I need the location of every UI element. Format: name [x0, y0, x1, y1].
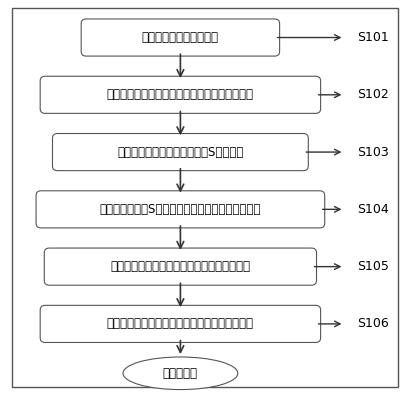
Text: 地图服务器生成相应地图数据发送给各显示终端: 地图服务器生成相应地图数据发送给各显示终端	[107, 318, 253, 330]
FancyBboxPatch shape	[36, 191, 324, 228]
Text: 完成初始化: 完成初始化	[162, 367, 198, 380]
Text: S102: S102	[356, 88, 387, 101]
Text: 拼接模块计算出地图拼接显示所需的地图参数: 拼接模块计算出地图拼接显示所需的地图参数	[110, 260, 250, 273]
Ellipse shape	[123, 357, 237, 389]
Text: S104: S104	[356, 203, 387, 216]
FancyBboxPatch shape	[52, 134, 308, 171]
FancyBboxPatch shape	[81, 19, 279, 56]
Text: S101: S101	[356, 31, 387, 44]
Text: 获取显示终端的相对位置，统一到虚拟坐标系中: 获取显示终端的相对位置，统一到虚拟坐标系中	[107, 88, 253, 101]
FancyBboxPatch shape	[40, 76, 320, 113]
FancyBboxPatch shape	[40, 305, 320, 342]
FancyBboxPatch shape	[44, 248, 316, 285]
Text: S106: S106	[356, 318, 387, 330]
Text: S105: S105	[356, 260, 388, 273]
FancyBboxPatch shape	[12, 8, 397, 387]
Text: 计算虚拟坐标系S换算到地图空间参考坐标系的参数: 计算虚拟坐标系S换算到地图空间参考坐标系的参数	[99, 203, 261, 216]
Text: 获取显示终端的显示尺寸: 获取显示终端的显示尺寸	[142, 31, 218, 44]
Text: S103: S103	[356, 146, 387, 158]
Text: 计算各显示终端在虚拟坐标系S中的位置: 计算各显示终端在虚拟坐标系S中的位置	[117, 146, 243, 158]
